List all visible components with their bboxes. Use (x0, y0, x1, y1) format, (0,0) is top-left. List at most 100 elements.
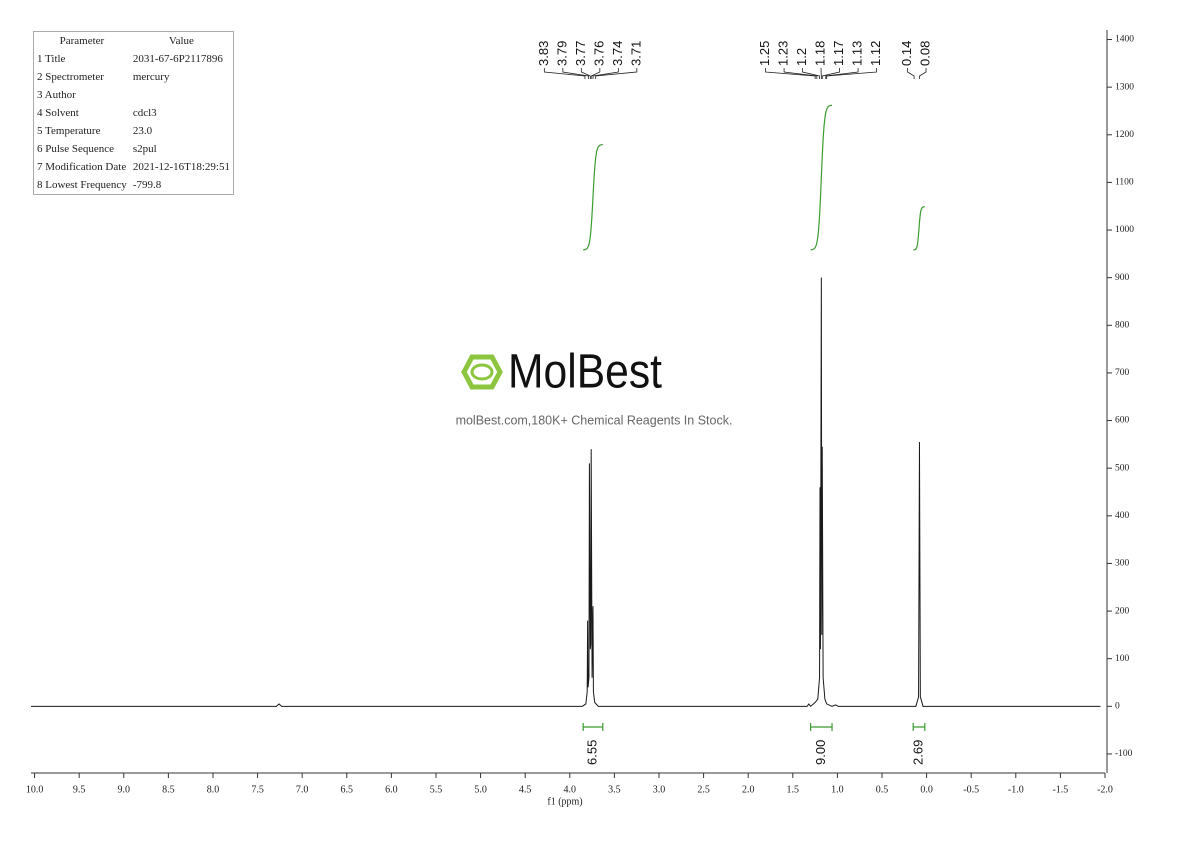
param-cell: 2031-67-6P2117896 (132, 53, 223, 65)
y-tick-label: 100 (1115, 654, 1130, 664)
param-cell: 5 Temperature (37, 125, 101, 137)
param-cell: 2021-12-16T18:29:51 (132, 161, 230, 173)
peak-label: 0.14 (899, 41, 914, 66)
x-tick-label: 8.5 (162, 784, 175, 795)
integral-bracket (912, 723, 926, 731)
y-tick-label: -100 (1115, 749, 1133, 759)
x-tick-label: 1.5 (787, 784, 800, 795)
peak-leader (562, 68, 589, 79)
x-tick-label: 5.5 (430, 784, 443, 795)
logo-text: MolBest (508, 346, 662, 399)
x-tick-label: 4.0 (564, 784, 577, 795)
y-tick-label: 300 (1115, 559, 1130, 569)
integral-label: 6.55 (584, 740, 599, 765)
integral-bracket (582, 723, 604, 731)
param-cell: 3 Author (37, 89, 76, 101)
y-tick-label: 1400 (1115, 35, 1134, 45)
peak-leader (595, 68, 638, 79)
param-cell: 6 Pulse Sequence (37, 143, 114, 155)
x-tick-label: 2.5 (697, 784, 710, 795)
param-cell: 1 Title (37, 53, 66, 65)
peak-leader (590, 68, 601, 79)
x-tick-label: 0.5 (876, 784, 889, 795)
y-tick-label: 600 (1115, 416, 1130, 426)
integral-label: 2.69 (910, 740, 925, 765)
param-cell: -799.8 (132, 179, 162, 191)
param-row: 2 Spectrometer mercury (34, 68, 234, 86)
y-tick-label: 0 (1115, 702, 1120, 712)
x-tick-label: 1.0 (831, 784, 844, 795)
peak-label: 3.71 (628, 41, 643, 66)
param-row: 1 Title 2031-67-6P2117896 (34, 50, 234, 68)
x-tick-label: 9.0 (118, 784, 131, 795)
param-cell: 4 Solvent (37, 107, 79, 119)
param-cell: 2 Spectrometer (37, 71, 104, 83)
integral-curve (913, 206, 925, 251)
integral-bracket (810, 723, 833, 731)
peak-label: 1.25 (757, 41, 772, 66)
peak-leader (825, 68, 859, 79)
header-cell: Parameter (59, 35, 105, 47)
peak-leader (919, 68, 927, 79)
peak-leader (765, 68, 816, 79)
y-tick-label: 1100 (1115, 178, 1134, 188)
x-tick-label: 6.0 (385, 784, 398, 795)
param-cell: 7 Modification Date (37, 161, 127, 173)
x-tick-label: -1.0 (1008, 784, 1024, 795)
x-tick-label: -1.5 (1052, 784, 1068, 795)
param-cell: mercury (132, 71, 170, 83)
peak-leader (592, 68, 619, 79)
y-tick-label: 500 (1115, 463, 1130, 473)
peak-leader (543, 68, 586, 79)
peak-label: 0.08 (917, 41, 932, 66)
peak-label: 1.13 (850, 41, 865, 66)
peak-label: 1.23 (776, 41, 791, 66)
y-tick-label: 800 (1115, 320, 1130, 330)
y-tick-label: 900 (1115, 273, 1130, 283)
x-tick-label: 8.0 (207, 784, 220, 795)
x-tick-label: 9.5 (73, 784, 86, 795)
x-axis-label: f1 (ppm) (547, 796, 582, 807)
x-tick-label: 7.0 (296, 784, 309, 795)
peak-label: 1.17 (831, 41, 846, 66)
peak-label: 1.12 (868, 41, 883, 66)
peak-leader (907, 68, 915, 79)
parameter-table: Parameter Value 1 Title 2031-67-6P2117896 2 … (33, 31, 234, 195)
peak-label: 3.76 (591, 41, 606, 66)
y-tick-label: 1200 (1115, 130, 1134, 140)
x-tick-label: 0.0 (920, 784, 933, 795)
peak-label: 3.79 (554, 41, 569, 66)
y-tick-label: 1000 (1115, 225, 1134, 235)
param-row: 7 Modification Date 2021-12-16T18:29:51 (34, 158, 234, 176)
logo-hexagon (461, 354, 503, 390)
integral-label: 9.00 (813, 740, 828, 765)
x-tick-label: -0.5 (963, 784, 979, 795)
param-row: 6 Pulse Sequence s2pul (34, 140, 234, 158)
x-tick-label: 4.5 (519, 784, 532, 795)
header-row: Parameter Value (34, 32, 234, 51)
peak-leader (826, 68, 877, 79)
logo: MolBest molBest.com,180K+ Chemical Reage… (456, 346, 733, 428)
peak-label: 3.83 (536, 41, 551, 66)
param-cell: s2pul (132, 143, 157, 155)
y-tick-label: 400 (1115, 511, 1130, 521)
integral-curve (810, 104, 833, 251)
x-tick-label: 3.0 (653, 784, 666, 795)
x-tick-label: 2.0 (742, 784, 755, 795)
logo-ring (470, 363, 494, 381)
peak-label: 1.18 (813, 41, 828, 66)
spectrum-line (31, 277, 1101, 708)
peak-leader (580, 68, 591, 79)
peak-label: 3.77 (573, 41, 588, 66)
x-tick-label: -2.0 (1097, 784, 1113, 795)
param-row: 4 Solvent cdcl3 (34, 104, 234, 122)
param-cell: 8 Lowest Frequency (37, 179, 127, 191)
y-tick-label: 200 (1115, 606, 1130, 616)
peak-leader (802, 68, 820, 79)
x-tick-label: 6.5 (341, 784, 354, 795)
peak-leader (783, 68, 818, 79)
x-tick-label: 5.0 (474, 784, 487, 795)
param-cell: cdcl3 (132, 107, 157, 119)
